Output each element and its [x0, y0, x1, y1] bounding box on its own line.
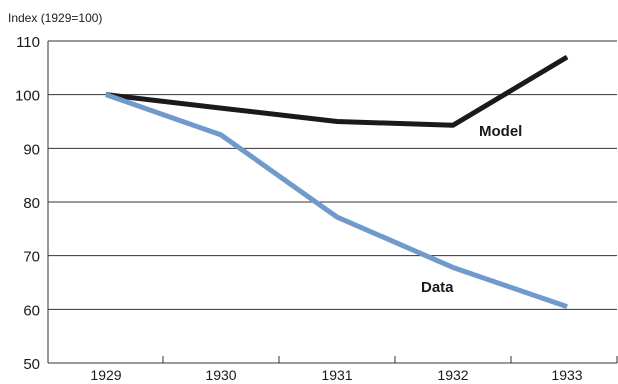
gridlines — [48, 40, 617, 364]
x-tick-label: 1930 — [205, 367, 236, 383]
y-tick-label: 110 — [16, 34, 40, 51]
data-point — [220, 107, 222, 109]
series-label-data: Data — [421, 279, 454, 296]
x-tick-label: 1929 — [90, 367, 121, 383]
x-tick-label: 1933 — [551, 367, 582, 383]
data-point — [336, 216, 338, 218]
x-tick-label: 1932 — [437, 367, 468, 383]
data-point — [566, 306, 568, 308]
series-labels: Model Data — [421, 123, 522, 296]
data-point — [105, 94, 107, 96]
data-point — [452, 124, 454, 126]
series-line-model — [105, 54, 569, 128]
data-point — [452, 266, 454, 268]
data-point — [220, 134, 222, 136]
x-axis: 1929 1930 1931 1932 1933 — [47, 41, 618, 383]
data-point — [566, 56, 568, 58]
y-tick-label: 80 — [23, 195, 40, 212]
series-lines — [105, 54, 569, 310]
y-tick-label: 60 — [23, 302, 40, 319]
x-tick-label: 1931 — [321, 367, 352, 383]
y-tick-label: 50 — [23, 356, 40, 373]
series-label-model: Model — [479, 123, 522, 140]
y-axis-label: Index (1929=100) — [8, 11, 102, 25]
y-tick-label: 70 — [23, 249, 40, 266]
y-tick-labels: 50 60 70 80 90 100 110 — [15, 34, 40, 373]
y-tick-label: 90 — [23, 141, 40, 158]
y-tick-label: 100 — [15, 88, 40, 105]
data-point — [336, 121, 338, 122]
